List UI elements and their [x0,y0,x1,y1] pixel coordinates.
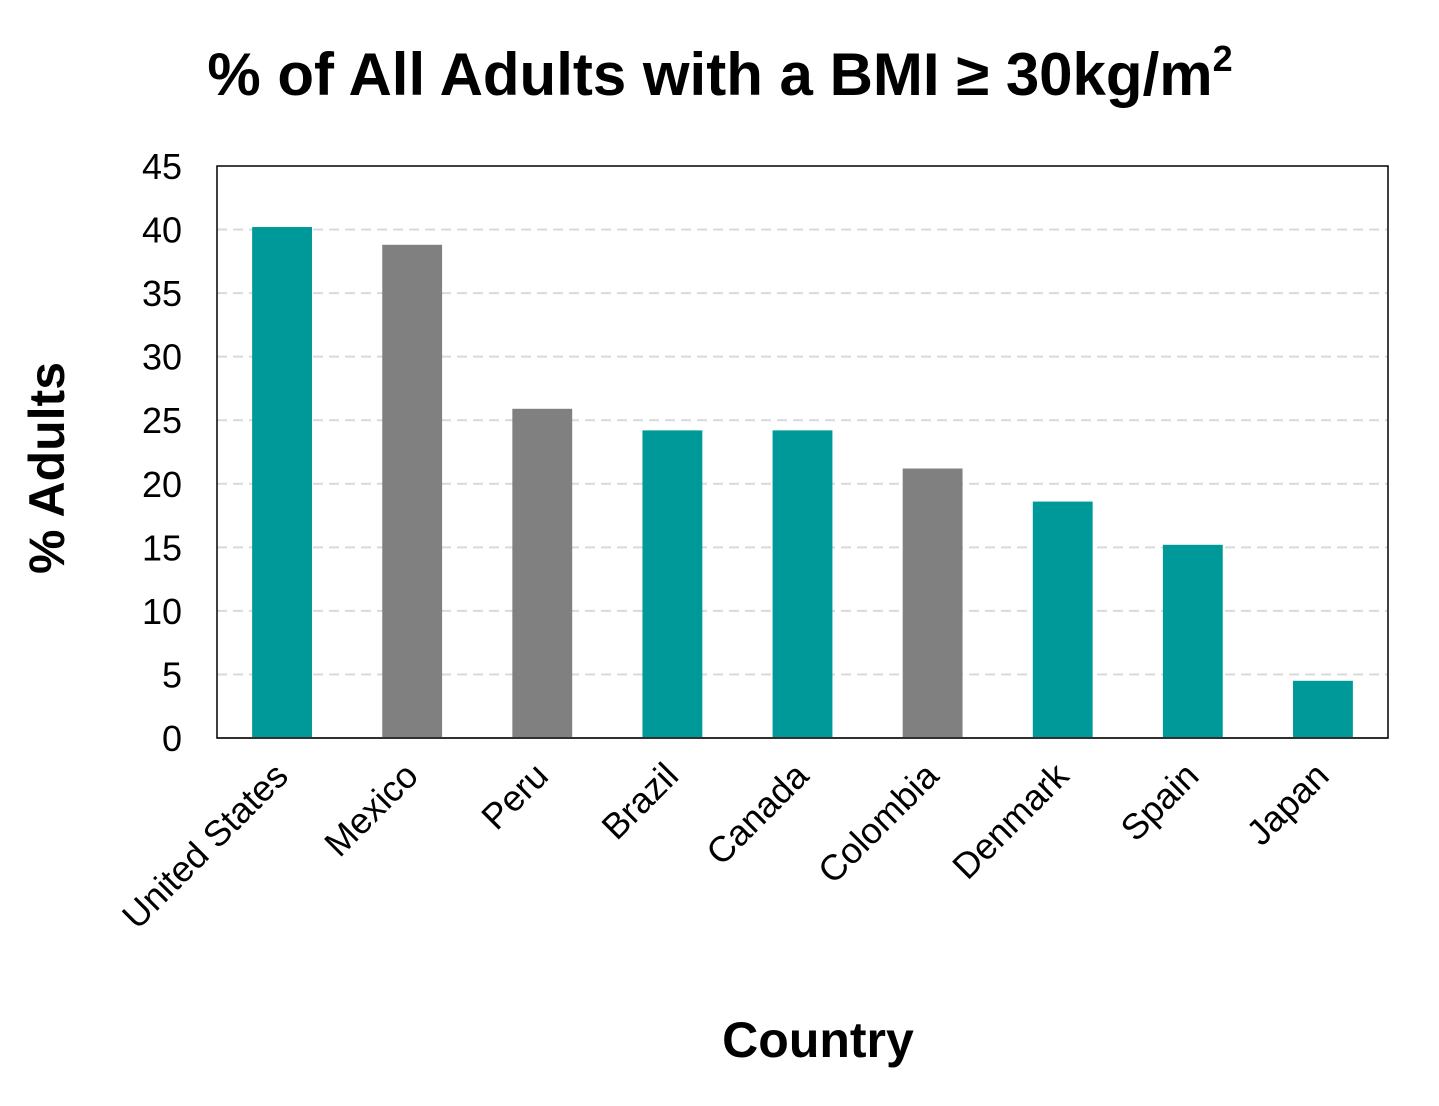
y-tick-label: 25 [142,400,182,441]
bar-colombia [902,468,963,738]
plot-area-frame [216,165,1389,739]
x-tick-label: Spain [1112,755,1206,849]
chart-title-superscript: 2 [1213,38,1233,79]
bar-mexico [382,244,443,738]
bar-denmark [1032,501,1093,738]
x-tick-label: Canada [698,754,817,873]
x-tick-label: Peru [473,755,556,838]
y-tick-label: 5 [162,654,182,695]
bar-spain [1162,544,1223,738]
y-tick-label: 10 [142,591,182,632]
chart-title-text: % of All Adults with a BMI ≥ 30kg/m [207,41,1212,108]
x-tick-label: Mexico [316,755,426,865]
x-tick-label: Colombia [810,754,947,891]
y-tick-label: 20 [142,464,182,505]
chart-title: % of All Adults with a BMI ≥ 30kg/m2 [207,38,1232,108]
x-tick-label: United States [114,755,296,937]
x-tick-label: Brazil [593,755,686,848]
bar-brazil [642,430,703,738]
y-tick-label: 0 [162,718,182,759]
y-tick-label: 30 [142,337,182,378]
x-axis-title: Country [722,1012,914,1068]
y-axis-ticks: 0 5 10 15 20 25 30 35 40 45 [142,146,182,759]
y-tick-label: 45 [142,146,182,187]
y-tick-label: 15 [142,527,182,568]
x-tick-label: Japan [1238,755,1336,853]
y-tick-label: 40 [142,210,182,251]
x-axis-categories: United States Mexico Peru Brazil CanadaColom… [114,754,1337,937]
x-tick-label: Denmark [944,754,1077,887]
y-axis-title: % Adults [19,362,75,574]
bar-united-states [252,227,312,738]
bar-canada [772,430,833,738]
bar-peru [512,408,573,738]
bars [252,227,1353,738]
bar-japan [1293,680,1353,738]
y-tick-label: 35 [142,273,182,314]
